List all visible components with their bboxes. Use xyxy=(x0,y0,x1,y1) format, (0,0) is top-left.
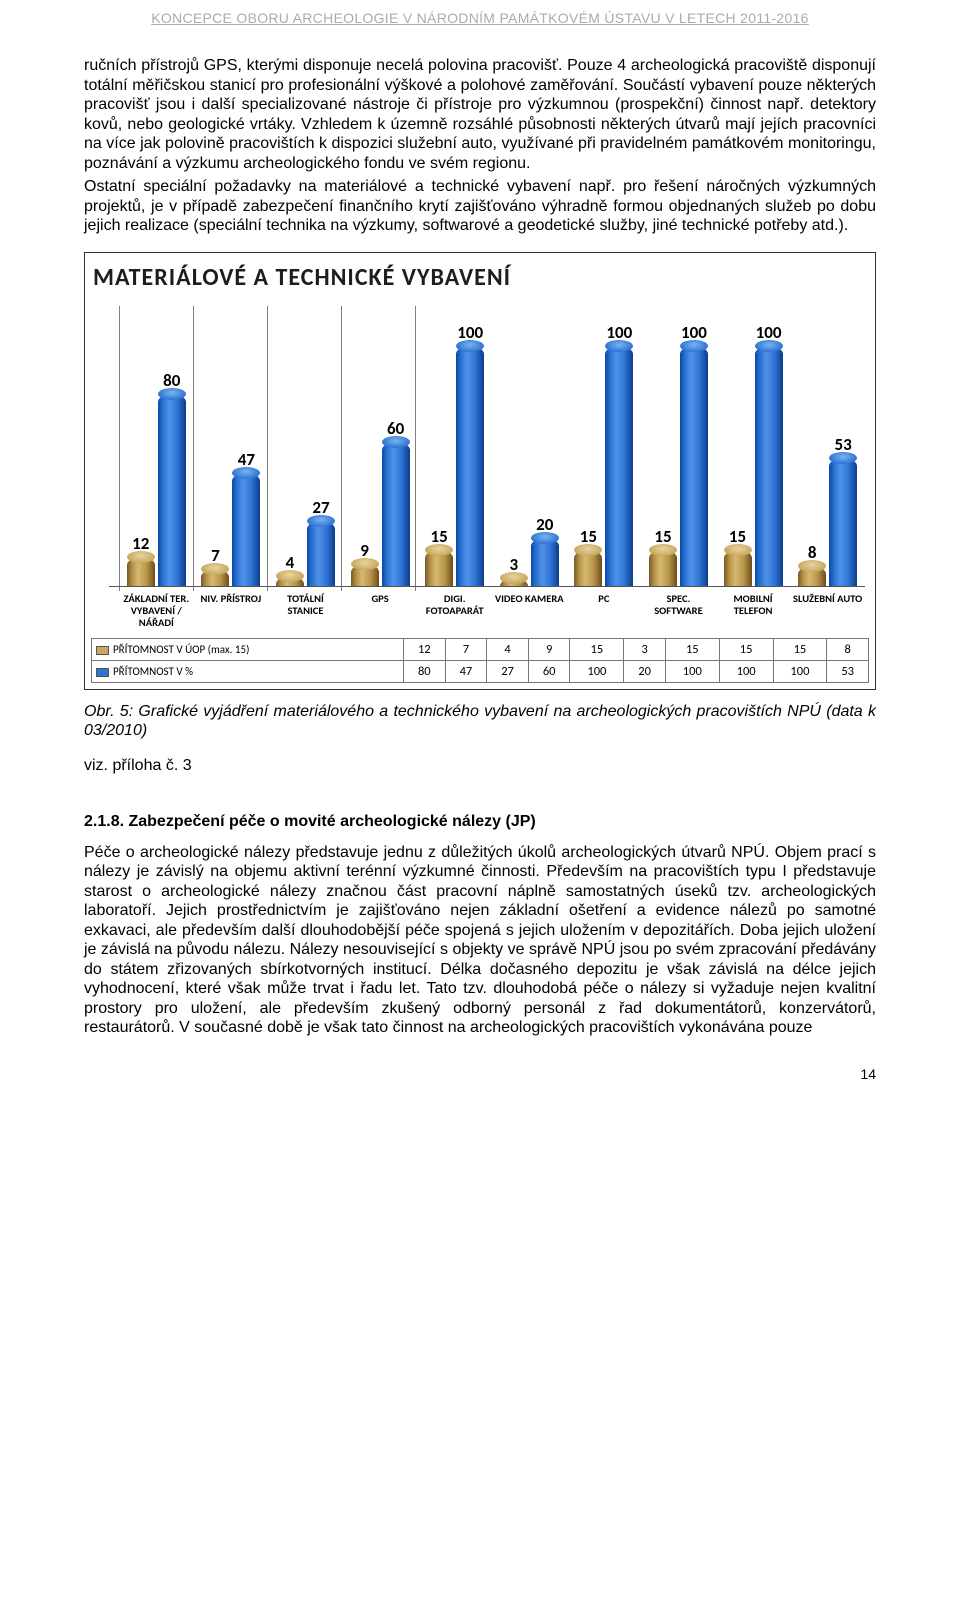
chart-title: MATERIÁLOVÉ A TECHNICKÉ VYBAVENÍ xyxy=(85,253,875,296)
chart-column-group: 15100 xyxy=(417,322,492,586)
table-cell: 7 xyxy=(445,638,487,660)
chart-bar: 100 xyxy=(456,322,484,586)
series-legend-cell: PŘÍTOMNOST V ÚOP (max. 15) xyxy=(92,638,404,660)
table-cell: 8 xyxy=(827,638,869,660)
section-heading: 2.1.8. Zabezpečení péče o movité archeol… xyxy=(0,777,960,843)
chart-bar: 12 xyxy=(127,533,155,586)
chart-column-group: 853 xyxy=(790,434,865,585)
chart-column-group: 15100 xyxy=(641,322,716,586)
body-text-block-2: Péče o archeologické nálezy představuje … xyxy=(0,843,960,1038)
paragraph-2: Ostatní speciální požadavky na materiálo… xyxy=(84,177,876,236)
table-cell: 100 xyxy=(719,660,773,682)
chart-bar: 9 xyxy=(351,540,379,586)
chart-bar: 15 xyxy=(574,526,602,586)
chart-bar: 15 xyxy=(649,526,677,586)
chart-column-group: 1280 xyxy=(119,370,194,586)
chart-plot-area: 128074742796015100320151001510015100853 … xyxy=(85,296,875,636)
table-cell: 20 xyxy=(624,660,666,682)
chart-x-label: PC xyxy=(567,587,642,631)
chart-column-group: 960 xyxy=(343,418,418,586)
table-cell: 12 xyxy=(403,638,445,660)
chart-x-label: GPS xyxy=(343,587,418,631)
page: KONCEPCE OBORU ARCHEOLOGIE V NÁRODNÍM PA… xyxy=(0,0,960,1122)
table-cell: 15 xyxy=(773,638,827,660)
see-appendix: viz. příloha č. 3 xyxy=(0,743,960,777)
chart-x-labels: ZÁKLADNÍ TER. VYBAVENÍ / NÁŘADÍNIV. PŘÍS… xyxy=(109,587,865,631)
table-cell: 27 xyxy=(487,660,529,682)
page-number: 14 xyxy=(0,1042,960,1082)
chart-bar: 60 xyxy=(382,418,410,586)
chart-bar: 100 xyxy=(755,322,783,586)
table-cell: 60 xyxy=(528,660,570,682)
table-cell: 80 xyxy=(403,660,445,682)
chart-bar: 15 xyxy=(724,526,752,586)
table-cell: 3 xyxy=(624,638,666,660)
table-row: PŘÍTOMNOST V %804727601002010010010053 xyxy=(92,660,869,682)
chart-column-group: 747 xyxy=(194,449,269,586)
table-cell: 4 xyxy=(487,638,529,660)
chart-column-group: 427 xyxy=(268,497,343,586)
chart-column-group: 320 xyxy=(492,514,567,586)
chart-bar: 80 xyxy=(158,370,186,586)
table-cell: 100 xyxy=(665,660,719,682)
table-cell: 53 xyxy=(827,660,869,682)
chart-bar: 7 xyxy=(201,545,229,586)
chart-bar: 3 xyxy=(500,554,528,585)
table-cell: 100 xyxy=(570,660,624,682)
chart-column-group: 15100 xyxy=(716,322,791,586)
chart-x-label: VIDEO KAMERA xyxy=(492,587,567,631)
table-cell: 9 xyxy=(528,638,570,660)
chart-column-group: 15100 xyxy=(567,322,642,586)
paragraph-3: Péče o archeologické nálezy představuje … xyxy=(84,843,876,1038)
legend-swatch-icon xyxy=(96,668,109,677)
chart-x-label: NIV. PŘÍSTROJ xyxy=(194,587,269,631)
chart-columns: 128074742796015100320151001510015100853 xyxy=(109,296,865,587)
body-text-block-1: ručních přístrojů GPS, kterými disponuje… xyxy=(0,56,960,236)
table-cell: 15 xyxy=(665,638,719,660)
chart-bar: 100 xyxy=(680,322,708,586)
table-cell: 15 xyxy=(719,638,773,660)
table-cell: 47 xyxy=(445,660,487,682)
chart-bar: 53 xyxy=(829,434,857,585)
figure-caption: Obr. 5: Grafické vyjádření materiálového… xyxy=(0,696,960,743)
series-legend-cell: PŘÍTOMNOST V % xyxy=(92,660,404,682)
chart-bar: 8 xyxy=(798,542,826,585)
equipment-chart: MATERIÁLOVÉ A TECHNICKÉ VYBAVENÍ 1280747… xyxy=(84,252,876,690)
paragraph-1: ručních přístrojů GPS, kterými disponuje… xyxy=(84,56,876,173)
chart-bar: 15 xyxy=(425,526,453,586)
legend-swatch-icon xyxy=(96,646,109,655)
chart-bar: 47 xyxy=(232,449,260,586)
chart-bar: 100 xyxy=(605,322,633,586)
table-row: PŘÍTOMNOST V ÚOP (max. 15)12749153151515… xyxy=(92,638,869,660)
table-cell: 100 xyxy=(773,660,827,682)
chart-bar: 4 xyxy=(276,552,304,586)
table-cell: 15 xyxy=(570,638,624,660)
chart-x-label: SPEC. SOFTWARE xyxy=(641,587,716,631)
chart-x-label: SLUŽEBNÍ AUTO xyxy=(790,587,865,631)
document-header: KONCEPCE OBORU ARCHEOLOGIE V NÁRODNÍM PA… xyxy=(0,0,960,56)
chart-data-table: PŘÍTOMNOST V ÚOP (max. 15)12749153151515… xyxy=(91,638,869,683)
chart-x-label: DIGI. FOTOAPARÁT xyxy=(417,587,492,631)
chart-x-label: MOBILNÍ TELEFON xyxy=(716,587,791,631)
chart-x-label: TOTÁLNÍ STANICE xyxy=(268,587,343,631)
chart-bar: 20 xyxy=(531,514,559,586)
chart-x-label: ZÁKLADNÍ TER. VYBAVENÍ / NÁŘADÍ xyxy=(119,587,194,631)
chart-bar: 27 xyxy=(307,497,335,586)
